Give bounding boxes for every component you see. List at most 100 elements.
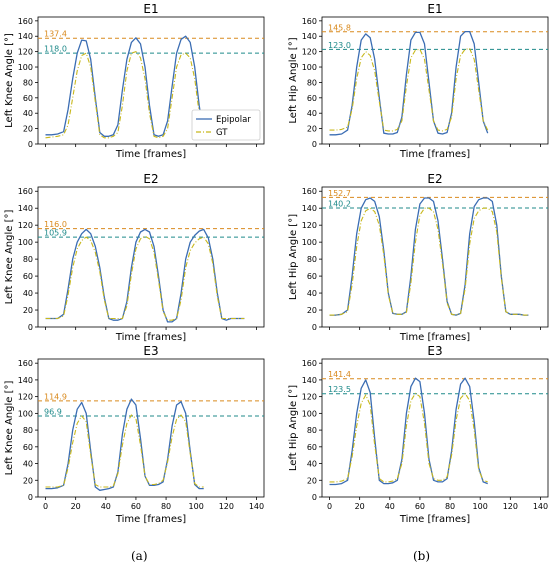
x-tick-label: 60 xyxy=(415,502,425,511)
chart-title: E2 xyxy=(427,172,442,186)
y-tick-label: 60 xyxy=(23,94,33,103)
series-line-epipolar xyxy=(329,377,488,486)
epipolar-max-label: 123.0 xyxy=(328,41,351,50)
y-tick-label: 0 xyxy=(28,493,33,502)
x-tick-label: 60 xyxy=(131,502,141,511)
series-line-gt xyxy=(329,392,488,483)
y-axis-label: Left Knee Angle [°] xyxy=(4,380,15,475)
y-tick-label: 0 xyxy=(312,140,317,149)
y-tick-label: 140 xyxy=(18,376,33,385)
gt-max-label: 137.4 xyxy=(44,30,67,39)
plot-frame xyxy=(37,358,265,498)
y-tick-label: 160 xyxy=(18,17,33,26)
y-tick-label: 80 xyxy=(307,78,317,87)
y-tick-label: 140 xyxy=(18,32,33,41)
chart-title: E1 xyxy=(143,2,158,16)
x-axis-label: Time [frames] xyxy=(399,514,470,525)
epipolar-max-label: 123.5 xyxy=(328,385,351,394)
y-tick-label: 160 xyxy=(302,17,317,26)
y-axis-label: Left Knee Angle [°] xyxy=(4,33,15,128)
y-tick-label: 20 xyxy=(307,476,317,485)
y-tick-label: 120 xyxy=(302,393,317,402)
caption-b: (b) xyxy=(413,549,431,563)
legend: Epipolar GT xyxy=(191,109,261,141)
y-tick-label: 80 xyxy=(23,78,33,87)
y-tick-label: 100 xyxy=(302,409,317,418)
epipolar-max-label: 105.9 xyxy=(44,229,67,238)
plot-frame xyxy=(321,16,549,145)
y-tick-label: 100 xyxy=(18,63,33,72)
chart-panel-1: E1 0 20 40 60 80 100 120 140 160 Time [frames] Left… xyxy=(4,2,265,160)
y-axis-label: Left Hip Angle [°] xyxy=(288,214,299,300)
y-tick-label: 100 xyxy=(302,63,317,72)
x-tick-label: 120 xyxy=(219,502,234,511)
caption-a: (a) xyxy=(131,549,148,563)
gt-max-label: 145.8 xyxy=(328,23,351,32)
series-line-epipolar xyxy=(329,197,529,316)
x-axis-label: Time [frames] xyxy=(115,149,186,160)
series-line-gt xyxy=(45,414,204,488)
gt-max-label: 141.4 xyxy=(328,370,351,379)
y-tick-label: 140 xyxy=(302,32,317,41)
x-tick-label: 140 xyxy=(533,502,548,511)
y-tick-label: 0 xyxy=(312,493,317,502)
y-tick-label: 40 xyxy=(307,460,317,469)
y-tick-label: 100 xyxy=(302,238,317,247)
plot-frame xyxy=(37,186,265,328)
x-axis-label: Time [frames] xyxy=(115,514,186,525)
x-tick-label: 20 xyxy=(355,502,365,511)
y-tick-label: 160 xyxy=(18,187,33,196)
y-tick-label: 60 xyxy=(307,94,317,103)
y-tick-label: 160 xyxy=(18,359,33,368)
y-tick-label: 120 xyxy=(18,393,33,402)
series-line-epipolar xyxy=(45,398,204,491)
x-tick-label: 20 xyxy=(71,502,81,511)
chart-panel-6: E3 0 20 40 60 80 100 120 140 160 0 20 40 60 80 100 120 14… xyxy=(288,344,549,525)
y-tick-label: 80 xyxy=(23,255,33,264)
y-tick-label: 60 xyxy=(307,272,317,281)
y-tick-label: 140 xyxy=(302,376,317,385)
y-tick-label: 120 xyxy=(18,48,33,57)
y-tick-label: 120 xyxy=(302,48,317,57)
y-tick-label: 100 xyxy=(18,409,33,418)
chart-title: E2 xyxy=(143,172,158,186)
x-tick-label: 120 xyxy=(503,502,518,511)
y-tick-label: 20 xyxy=(23,125,33,134)
y-tick-label: 140 xyxy=(302,204,317,213)
y-tick-label: 80 xyxy=(23,426,33,435)
x-tick-label: 80 xyxy=(161,502,171,511)
chart-panel-3: E2 0 20 40 60 80 100 120 140 160 Time [frames] Left… xyxy=(4,172,265,343)
x-tick-label: 40 xyxy=(101,502,111,511)
y-tick-label: 40 xyxy=(307,289,317,298)
chart-panel-2: E1 0 20 40 60 80 100 120 140 160 Time [frames] Left… xyxy=(288,2,549,160)
series-line-gt xyxy=(45,51,205,139)
y-axis-label: Left Hip Angle [°] xyxy=(288,37,299,123)
y-tick-label: 20 xyxy=(307,125,317,134)
y-tick-label: 40 xyxy=(307,109,317,118)
y-tick-label: 20 xyxy=(23,306,33,315)
epipolar-max-label: 118.0 xyxy=(44,45,67,54)
x-tick-label: 40 xyxy=(385,502,395,511)
x-tick-label: 0 xyxy=(43,502,48,511)
gt-max-label: 114.9 xyxy=(44,392,67,401)
y-tick-label: 0 xyxy=(28,323,33,332)
y-tick-label: 0 xyxy=(312,323,317,332)
x-tick-label: 140 xyxy=(249,502,264,511)
plot-frame xyxy=(321,186,549,328)
x-tick-label: 100 xyxy=(473,502,488,511)
y-tick-label: 40 xyxy=(23,109,33,118)
y-tick-label: 60 xyxy=(23,443,33,452)
y-tick-label: 140 xyxy=(18,204,33,213)
plot-frame xyxy=(37,16,265,145)
y-tick-label: 160 xyxy=(302,359,317,368)
y-tick-label: 100 xyxy=(18,238,33,247)
y-tick-label: 20 xyxy=(23,476,33,485)
y-axis-label: Left Knee Angle [°] xyxy=(4,209,15,304)
legend-label: GT xyxy=(216,128,228,138)
x-tick-label: 0 xyxy=(327,502,332,511)
x-axis-label: Time [frames] xyxy=(399,332,470,343)
y-tick-label: 120 xyxy=(18,221,33,230)
chart-panel-4: E2 0 20 40 60 80 100 120 140 160 Time [frames] Left… xyxy=(288,172,549,343)
y-tick-label: 120 xyxy=(302,221,317,230)
